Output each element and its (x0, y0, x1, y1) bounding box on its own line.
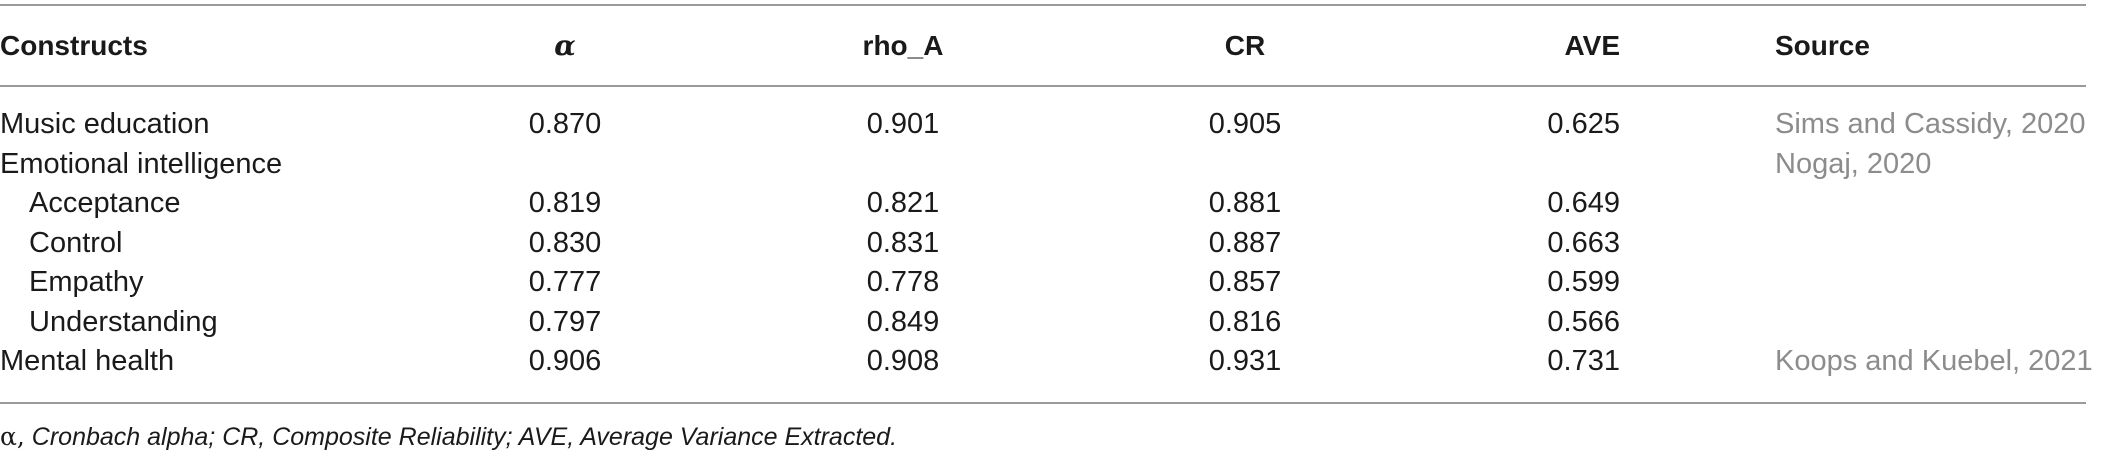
table-bottom-rule (0, 402, 2086, 404)
construct-name: Understanding (29, 305, 218, 338)
ave-value: 0.599 (1547, 266, 1620, 298)
table-row: Music education 0.870 0.901 0.905 0.625 … (0, 105, 2086, 145)
table-row: Empathy 0.777 0.778 0.857 0.599 (0, 263, 2086, 303)
ave-value: 0.649 (1547, 187, 1620, 219)
construct-name: Acceptance (29, 187, 181, 219)
header-rho-a: rho_A (862, 30, 944, 61)
table-row: Control 0.830 0.831 0.887 0.663 (0, 224, 2086, 264)
cr-value: 0.905 (1208, 108, 1282, 140)
table-row: Emotional intelligence Nogaj, 2020 (0, 145, 2086, 185)
table-row: Mental health 0.906 0.908 0.931 0.731 Ko… (0, 342, 2093, 382)
ave-value: 0.566 (1547, 305, 1620, 338)
table-row: Acceptance 0.819 0.821 0.881 0.649 (0, 184, 2086, 224)
rho-a-value: 0.901 (866, 108, 940, 140)
ave-value: 0.625 (1547, 108, 1620, 140)
footnote-text: Cronbach alpha; CR, Composite Reliabilit… (24, 423, 898, 451)
construct-name: Emotional intelligence (0, 147, 283, 180)
construct-name: Mental health (0, 345, 175, 377)
construct-name: Empathy (29, 266, 144, 298)
rho-a-value: 0.778 (866, 266, 940, 298)
alpha-value: 0.797 (528, 305, 602, 338)
header-cr: CR (1224, 30, 1266, 61)
table-header-rule (0, 85, 2086, 87)
alpha-value: 0.819 (528, 187, 602, 219)
footnote-alpha-symbol: α, (0, 422, 25, 451)
rho-a-value: 0.821 (866, 187, 940, 219)
cr-value: 0.816 (1208, 305, 1282, 338)
table-row: Understanding 0.797 0.849 0.816 0.566 (0, 303, 2086, 343)
table-body: Music education 0.870 0.901 0.905 0.625 … (0, 105, 2093, 382)
construct-name: Music education (0, 108, 210, 140)
alpha-value: 0.906 (528, 345, 602, 377)
alpha-value: 0.870 (528, 108, 602, 140)
source-citation: Nogaj, 2020 (1775, 147, 1932, 180)
alpha-value: 0.830 (528, 226, 602, 259)
construct-name: Control (29, 226, 123, 259)
table-footnote: α, Cronbach alpha; CR, Composite Reliabi… (0, 420, 897, 454)
header-alpha: α (554, 29, 576, 62)
rho-a-value: 0.849 (866, 305, 940, 338)
table-top-rule (0, 4, 2086, 6)
table-header-row: Constructs α rho_A CR AVE Source (0, 24, 2086, 68)
source-citation: Sims and Cassidy, 2020 (1775, 108, 2086, 140)
cr-value: 0.887 (1208, 226, 1282, 259)
ave-value: 0.663 (1547, 226, 1620, 259)
cr-value: 0.881 (1208, 187, 1282, 219)
ave-value: 0.731 (1547, 345, 1620, 377)
header-source: Source (1775, 30, 1870, 61)
source-citation: Koops and Kuebel, 2021 (1775, 345, 2093, 377)
rho-a-value: 0.908 (866, 345, 940, 377)
alpha-value: 0.777 (528, 266, 602, 298)
header-constructs: Constructs (0, 30, 148, 61)
cr-value: 0.857 (1208, 266, 1282, 298)
header-ave: AVE (1564, 30, 1621, 61)
cr-value: 0.931 (1208, 345, 1282, 377)
rho-a-value: 0.831 (866, 226, 940, 259)
